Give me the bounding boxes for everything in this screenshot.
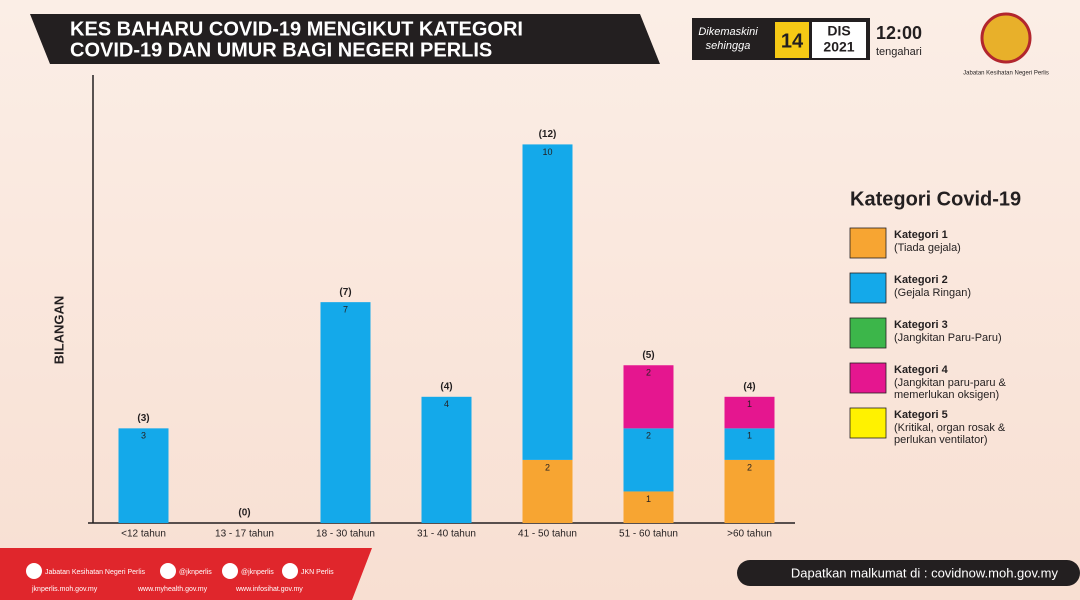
legend-description: (Kritikal, organ rosak & bbox=[894, 422, 1006, 434]
data-label: 2 bbox=[545, 462, 550, 472]
bar-segment bbox=[118, 428, 169, 523]
social-handle: JKN Perlis bbox=[301, 569, 334, 576]
total-label: (12) bbox=[539, 129, 557, 140]
total-label: (4) bbox=[440, 381, 452, 392]
social-handle: @jknperlis bbox=[179, 569, 212, 576]
data-label: 3 bbox=[141, 431, 146, 441]
data-label: 1 bbox=[747, 431, 752, 441]
bar-segment bbox=[522, 144, 573, 460]
legend-label: Kategori 1 bbox=[894, 229, 948, 241]
legend-label: Kategori 2 bbox=[894, 274, 948, 286]
data-label: 2 bbox=[646, 431, 651, 441]
legend-description: perlukan ventilator) bbox=[894, 434, 988, 446]
updated-label: sehingga bbox=[706, 40, 751, 52]
x-tick-label: 18 - 30 tahun bbox=[316, 529, 375, 540]
updated-label: Dikemaskini bbox=[698, 26, 758, 38]
legend-swatch bbox=[849, 272, 887, 304]
month: DIS bbox=[827, 23, 850, 39]
data-label: 7 bbox=[343, 305, 348, 315]
data-label: 2 bbox=[747, 462, 752, 472]
legend-label: Kategori 5 bbox=[894, 409, 948, 421]
data-label: 2 bbox=[646, 368, 651, 378]
bar-segment bbox=[421, 396, 472, 523]
x-tick-label: 31 - 40 tahun bbox=[417, 529, 476, 540]
total-label: (5) bbox=[642, 350, 654, 361]
total-label: (3) bbox=[137, 413, 149, 424]
bar-segment bbox=[623, 491, 674, 523]
legend-description: memerlukan oksigen) bbox=[894, 389, 999, 401]
bar-segment bbox=[522, 459, 573, 523]
footer-site: jknperlis.moh.gov.my bbox=[31, 586, 98, 593]
agency: Jabatan Kesihatan Negeri Perlis bbox=[963, 71, 1049, 77]
total-label: (0) bbox=[238, 508, 250, 519]
bar-segment bbox=[724, 396, 775, 429]
legend-label: Kategori 3 bbox=[894, 319, 948, 331]
social-handle: Jabatan Kesihatan Negeri Perlis bbox=[45, 569, 146, 576]
footer-left bbox=[0, 548, 372, 600]
total-label: (7) bbox=[339, 287, 351, 298]
footer-site: www.infosihat.gov.my bbox=[235, 586, 303, 593]
bar-segment bbox=[320, 302, 371, 523]
x-tick-label: <12 tahun bbox=[121, 529, 166, 540]
y-axis-label: BILANGAN bbox=[51, 296, 66, 365]
social-icon bbox=[222, 563, 238, 579]
x-tick-label: 51 - 60 tahun bbox=[619, 529, 678, 540]
legend-swatch bbox=[849, 227, 887, 259]
title-line: COVID-19 DAN UMUR BAGI NEGERI PERLIS bbox=[70, 39, 492, 61]
data-label: 1 bbox=[646, 494, 651, 504]
legend-title: Kategori Covid-19 bbox=[850, 188, 1021, 210]
legend-swatch bbox=[849, 362, 887, 394]
social-icon bbox=[26, 563, 42, 579]
footer-info: Dapatkan malkumat di : covidnow.moh.gov.… bbox=[791, 565, 1059, 580]
footer-right bbox=[737, 560, 1080, 586]
footer-site: www.myhealth.gov.my bbox=[137, 586, 208, 593]
bar-segment bbox=[724, 459, 775, 523]
bar-segment bbox=[623, 365, 674, 429]
x-tick-label: >60 tahun bbox=[727, 529, 772, 540]
logo bbox=[980, 12, 1032, 64]
social-icon bbox=[160, 563, 176, 579]
day-box bbox=[775, 22, 809, 58]
legend-label: Kategori 4 bbox=[894, 364, 949, 376]
legend-description: (Tiada gejala) bbox=[894, 242, 961, 254]
legend-description: (Jangkitan paru-paru & bbox=[894, 377, 1007, 389]
legend-swatch bbox=[849, 407, 887, 439]
day: 14 bbox=[781, 30, 804, 52]
data-label: 1 bbox=[747, 399, 752, 409]
data-label: 4 bbox=[444, 399, 449, 409]
time: 12:00 bbox=[876, 23, 922, 43]
social-handle: @jknperlis bbox=[241, 569, 274, 576]
x-tick-label: 13 - 17 tahun bbox=[215, 529, 274, 540]
title-line: KES BAHARU COVID-19 MENGIKUT KATEGORI bbox=[70, 18, 523, 40]
month-box bbox=[812, 22, 866, 58]
data-label: 10 bbox=[542, 147, 552, 157]
time-note: tengahari bbox=[876, 46, 922, 58]
bar-segment bbox=[623, 428, 674, 492]
x-tick-label: 41 - 50 tahun bbox=[518, 529, 577, 540]
total-label: (4) bbox=[743, 381, 755, 392]
legend-description: (Gejala Ringan) bbox=[894, 287, 971, 299]
legend-swatch bbox=[849, 317, 887, 349]
title-banner bbox=[30, 14, 660, 64]
legend-description: (Jangkitan Paru-Paru) bbox=[894, 332, 1002, 344]
social-icon bbox=[282, 563, 298, 579]
bar-segment bbox=[724, 428, 775, 460]
year: 2021 bbox=[823, 39, 854, 55]
